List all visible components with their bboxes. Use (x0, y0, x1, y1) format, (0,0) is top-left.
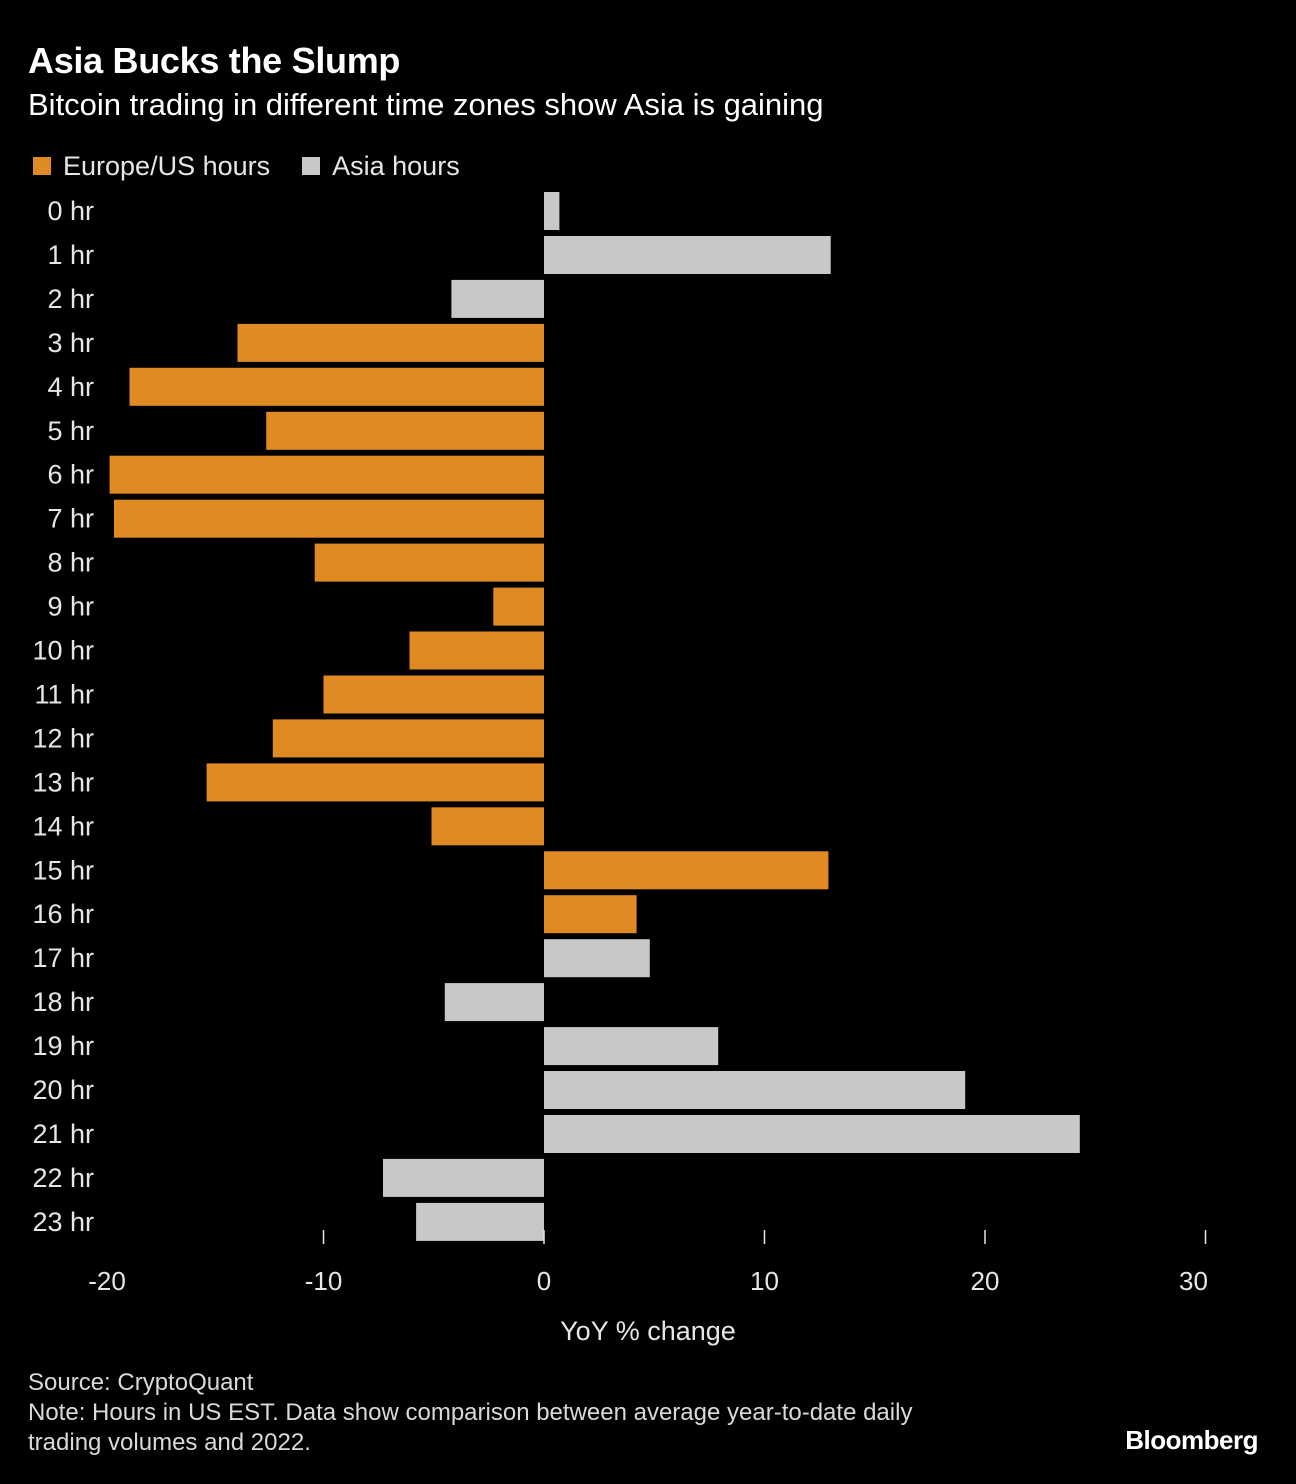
category-label: 12 hr (32, 723, 94, 753)
bar-4-hr (129, 367, 544, 406)
bar-5-hr (266, 411, 544, 450)
category-label: 3 hr (47, 328, 94, 358)
bar-12-hr (272, 719, 544, 758)
category-label: 6 hr (47, 460, 94, 490)
legend-item-europe-us: Europe/US hours (33, 151, 270, 182)
legend-label-asia: Asia hours (332, 150, 460, 181)
bar-13-hr (206, 763, 544, 802)
bar-1-hr (544, 236, 831, 274)
category-label: 0 hr (47, 196, 94, 226)
bar-19-hr (544, 1027, 719, 1066)
category-label: 13 hr (32, 767, 94, 797)
category-label: 14 hr (32, 811, 94, 841)
category-label: 21 hr (32, 1119, 94, 1149)
bar-6-hr (109, 455, 544, 494)
category-label: 18 hr (32, 987, 94, 1017)
category-label: 17 hr (32, 943, 94, 973)
x-tick-label: 20 (971, 1266, 1000, 1296)
bar-8-hr (314, 543, 544, 582)
bar-3-hr (237, 323, 544, 362)
chart-subtitle: Bitcoin trading in different time zones … (28, 87, 824, 122)
legend: Europe/US hours Asia hours (33, 148, 492, 184)
bar-15-hr (544, 851, 829, 890)
category-label: 5 hr (47, 416, 94, 446)
category-label: 23 hr (32, 1207, 94, 1237)
category-label: 2 hr (47, 284, 94, 314)
category-label: 9 hr (47, 592, 94, 622)
chart-footer: Source: CryptoQuant Note: Hours in US ES… (28, 1368, 912, 1458)
x-axis-label: YoY % change (560, 1316, 736, 1346)
category-label: 22 hr (32, 1163, 94, 1193)
chart-title: Asia Bucks the Slump (28, 40, 401, 81)
legend-swatch-europe-us (33, 157, 51, 175)
category-label: 10 hr (32, 636, 94, 666)
x-tick-label: 10 (750, 1266, 779, 1296)
bar-10-hr (409, 631, 544, 670)
bar-9-hr (493, 587, 544, 626)
bar-0-hr (544, 192, 560, 230)
category-label: 7 hr (47, 504, 94, 534)
source-note: Source: CryptoQuant (28, 1369, 254, 1396)
note-line-2: trading volumes and 2022. (28, 1429, 311, 1456)
x-tick-label: -20 (88, 1266, 126, 1296)
bloomberg-logo: Bloomberg (1125, 1425, 1258, 1455)
x-tick-label: -10 (305, 1266, 343, 1296)
category-label: 15 hr (32, 855, 94, 885)
note-line-1: Note: Hours in US EST. Data show compari… (28, 1399, 913, 1426)
category-label: 4 hr (47, 372, 94, 402)
category-label: 20 hr (32, 1075, 94, 1105)
legend-swatch-asia (302, 157, 321, 175)
category-label: 8 hr (47, 548, 94, 578)
category-label: 11 hr (34, 680, 94, 710)
bar-chart: 0 hr 1 hr 2 hr 3 hr 4 hr 5 hr 6 hr 7 hr 8 hr 9 hr… (32, 192, 1208, 1346)
bar-23-hr (416, 1202, 544, 1241)
x-tick-label: 30 (1179, 1266, 1208, 1296)
bar-22-hr (383, 1158, 544, 1197)
bar-17-hr (544, 939, 650, 978)
bar-18-hr (444, 983, 544, 1022)
legend-item-asia: Asia hours (302, 151, 460, 182)
category-label: 16 hr (32, 899, 94, 929)
bar-16-hr (544, 895, 637, 934)
category-label: 1 hr (47, 240, 94, 270)
bar-14-hr (431, 807, 544, 846)
bar-2-hr (451, 279, 544, 318)
bar-7-hr (114, 499, 544, 538)
bar-20-hr (544, 1071, 966, 1109)
category-label: 19 hr (32, 1031, 94, 1061)
bar-21-hr (544, 1115, 1080, 1153)
x-tick-label: 0 (537, 1266, 551, 1296)
legend-label-europe-us: Europe/US hours (63, 150, 271, 181)
bar-11-hr (323, 675, 544, 714)
